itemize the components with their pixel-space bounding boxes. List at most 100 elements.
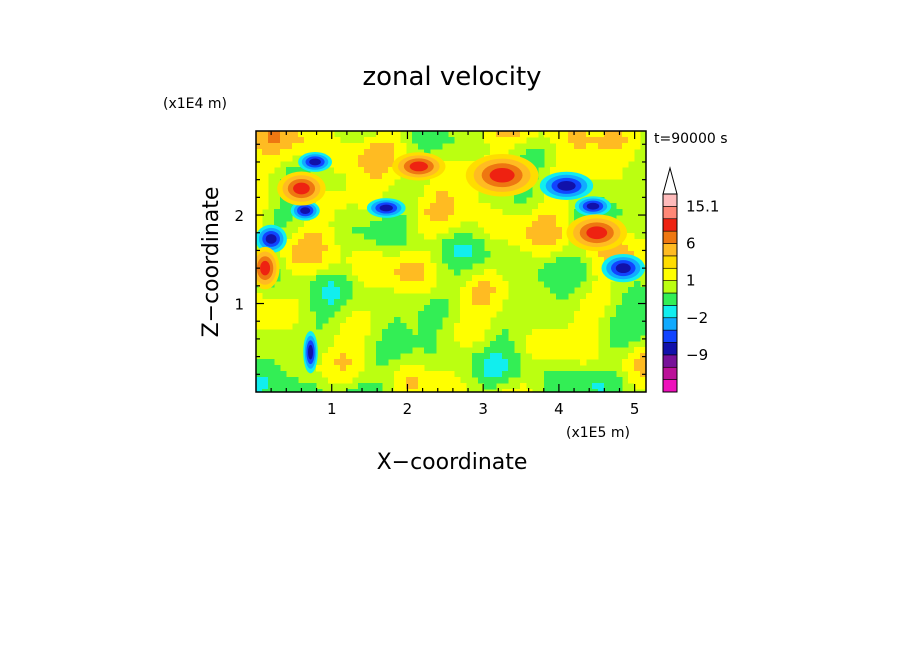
contour-cell [304,263,311,270]
contour-cell [610,143,617,150]
contour-cell [448,377,455,384]
contour-cell [340,347,347,354]
contour-cell [376,251,383,258]
contour-cell [394,221,401,228]
contour-cell [484,377,491,384]
contour-cell [466,335,473,342]
contour-cell [466,209,473,216]
contour-cell [370,389,377,392]
contour-cell [592,347,599,354]
contour-cell [262,197,269,204]
contour-cell [634,323,641,330]
contour-cell [310,221,317,228]
contour-cell [292,137,299,144]
contour-cell [592,299,599,306]
contour-cell [538,341,545,348]
contour-cell [424,227,431,234]
contour-cell [274,143,281,150]
contour-cell [418,335,425,342]
contour-cell [388,347,395,354]
contour-cell [364,191,371,198]
contour-cell [268,377,275,384]
contour-cell [352,251,359,258]
contour-cell [370,149,377,156]
contour-cell [556,149,563,156]
contour-cell [586,167,593,174]
contour-cell [490,371,497,378]
contour-cell [352,317,359,324]
contour-cell [628,287,635,294]
contour-cell [316,311,323,318]
contour-cell [562,275,569,282]
contour-cell [394,263,401,270]
contour-cell [490,365,497,372]
contour-cell [442,299,449,306]
contour-cell [640,239,646,246]
contour-cell [316,221,323,228]
contour-cell [286,215,293,222]
contour-cell [394,269,401,276]
contour-cell [256,377,263,384]
contour-cell [454,245,461,252]
colorbar-swatch [662,218,678,232]
contour-cell [568,341,575,348]
contour-cell [586,149,593,156]
contour-cell [298,251,305,258]
contour-cell [430,215,437,222]
contour-cell [430,221,437,228]
contour-cell [316,275,323,282]
contour-cell [424,287,431,294]
contour-cell [382,269,389,276]
contour-cell [568,131,575,138]
contour-cell [574,269,581,276]
contour-cell [460,215,467,222]
contour-cell [550,197,557,204]
contour-cell [334,341,341,348]
contour-cell [472,281,479,288]
contour-cell [376,341,383,348]
chart-title: zonal velocity [362,62,541,92]
contour-cell [490,311,497,318]
contour-cell [574,323,581,330]
contour-cell [592,329,599,336]
contour-cell [334,203,341,210]
contour-cell [442,389,449,392]
contour-cell [382,257,389,264]
contour-cell [364,323,371,330]
contour-cell [382,149,389,156]
contour-cell [574,311,581,318]
contour-cell [430,377,437,384]
contour-cell [532,245,539,252]
contour-cell [580,377,587,384]
contour-cell [316,323,323,330]
contour-cell [460,293,467,300]
contour-cell [442,227,449,234]
contour-cell [556,221,563,228]
contour-cell [340,329,347,336]
contour-cell [466,317,473,324]
contour-cell [484,365,491,372]
contour-cell [502,233,509,240]
contour-cell [538,233,545,240]
contour-cell [310,227,317,234]
contour-cell [544,209,551,216]
contour-cell [466,341,473,348]
contour-cell [556,335,563,342]
contour-cell [592,305,599,312]
contour-cell [550,203,557,210]
contour-cell [376,149,383,156]
contour-cell [262,311,269,318]
contour-cell [478,377,485,384]
contour-cell [574,353,581,360]
colorbar-swatch [662,292,678,306]
contour-cell [454,269,461,276]
contour-cell [538,335,545,342]
contour-cell [286,251,293,258]
contour-cell [346,341,353,348]
contour-cell [598,137,605,144]
contour-cell [610,161,617,168]
contour-cell [370,221,377,228]
contour-cell [550,131,557,138]
contour-cell [616,383,623,390]
contour-cell [592,287,599,294]
